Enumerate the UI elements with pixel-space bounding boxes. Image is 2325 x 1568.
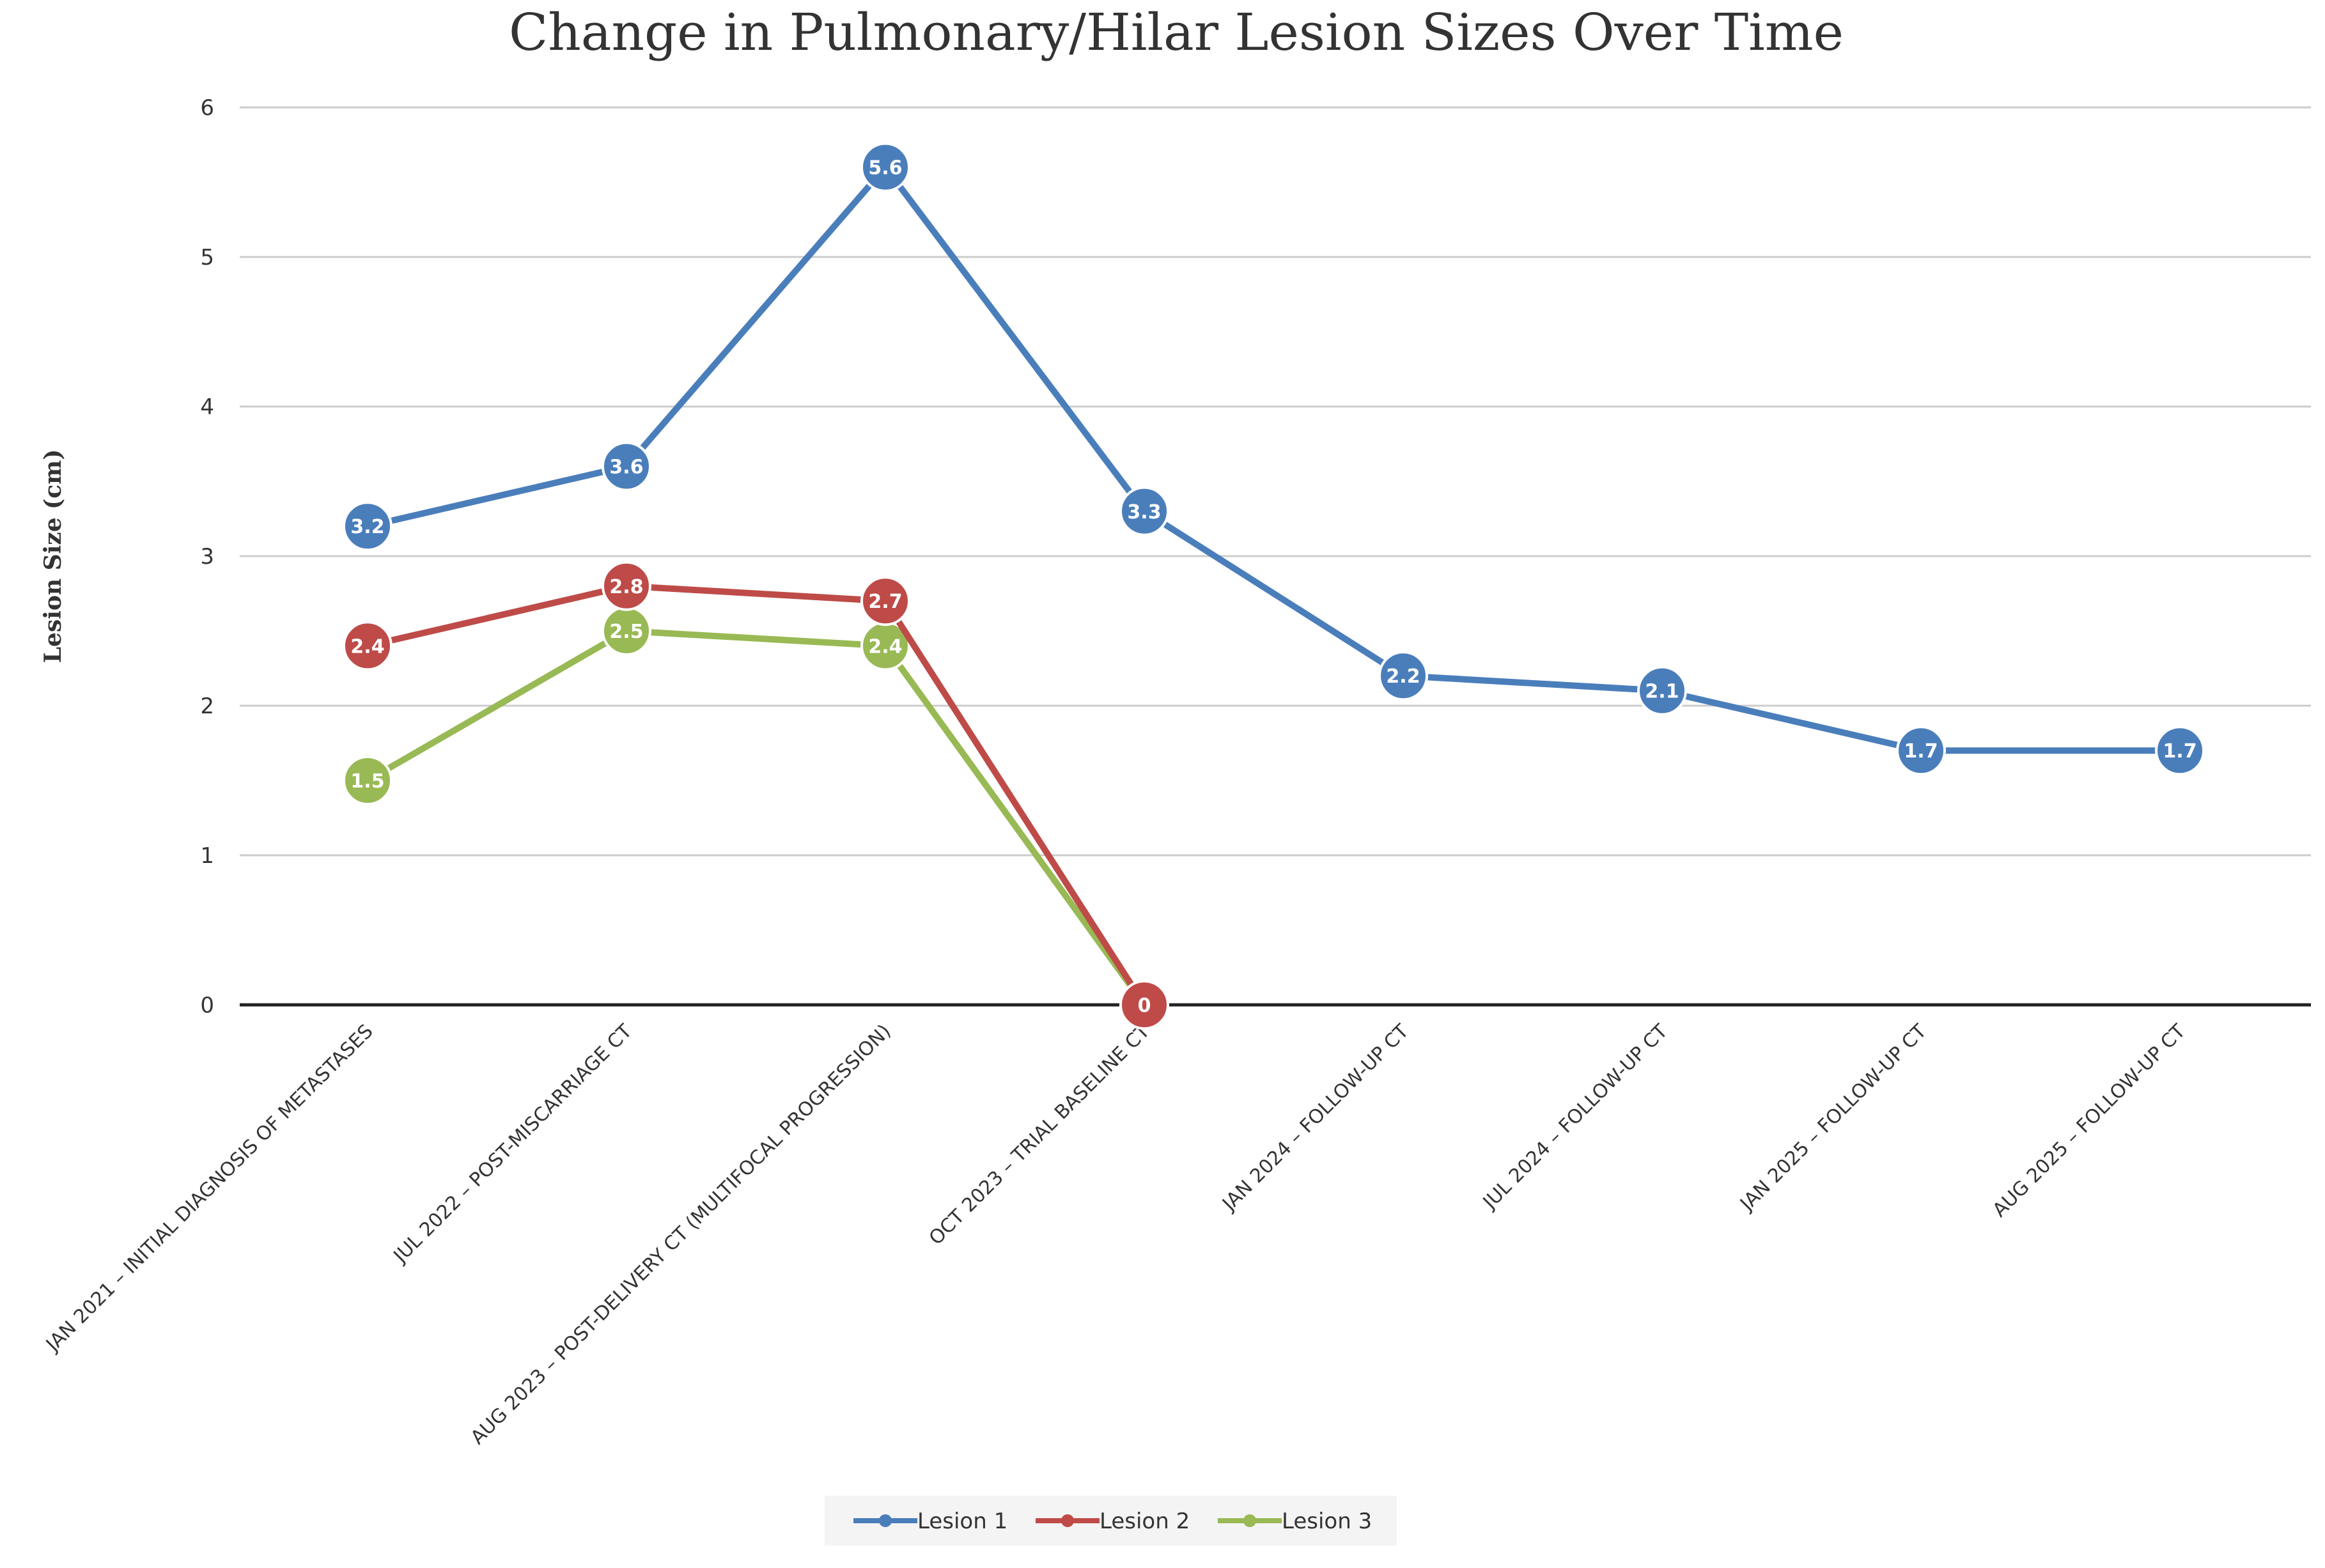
x-tick-label: JUL 2022 – POST-MISCARRIAGE CT [389, 1020, 637, 1268]
data-point [343, 621, 393, 671]
legend-swatch-marker [1061, 1514, 1074, 1527]
data-label: 2.5 [609, 621, 643, 643]
legend-label: Lesion 3 [1282, 1509, 1372, 1534]
data-label: 1.5 [350, 770, 384, 793]
legend-label: Lesion 2 [1100, 1509, 1190, 1534]
data-point [1896, 726, 1946, 776]
data-point [343, 756, 393, 805]
y-axis-ticks: 0 1 2 3 4 5 6 [200, 95, 214, 1018]
series-group: 1.52.52.402.42.82.703.23.65.63.32.22.11.… [343, 142, 2205, 1030]
data-label: 3.3 [1127, 501, 1161, 524]
series-line [364, 628, 1147, 1008]
data-label: 1.7 [2163, 740, 2197, 763]
x-tick-label: AUG 2025 – FOLLOW-UP CT [1989, 1020, 2191, 1222]
data-label: 0 [1138, 995, 1151, 1017]
x-axis-ticks: JAN 2021 – INITIAL DIAGNOSIS OF METASTAS… [41, 1020, 2190, 1448]
data-point [1637, 665, 1687, 716]
y-tick-label: 1 [200, 843, 214, 869]
data-label: 2.1 [1645, 681, 1679, 703]
data-label: 2.7 [868, 591, 902, 613]
data-point [860, 576, 910, 626]
y-axis-label: Lesion Size (cm) [40, 449, 66, 664]
data-point [1119, 486, 1169, 536]
y-tick-label: 5 [200, 245, 214, 270]
y-tick-label: 4 [200, 394, 214, 420]
y-tick-label: 3 [200, 544, 214, 570]
legend-box [825, 1496, 1397, 1546]
x-tick-label: JAN 2021 – INITIAL DIAGNOSIS OF METASTAS… [41, 1020, 377, 1356]
y-tick-label: 2 [200, 694, 214, 719]
data-point [602, 441, 651, 492]
x-tick-label: OCT 2023 – TRIAL BASELINE CT [925, 1020, 1155, 1249]
data-label: 2.2 [1386, 665, 1420, 688]
data-point [860, 142, 910, 192]
data-label: 1.7 [1904, 740, 1938, 763]
data-point [2155, 726, 2205, 776]
y-tick-label: 6 [200, 95, 214, 121]
legend-label: Lesion 1 [917, 1509, 1007, 1534]
x-tick-label: JAN 2025 – FOLLOW-UP CT [1735, 1020, 1931, 1216]
x-tick-label: AUG 2023 – POST-DELIVERY CT (MULTIFOCAL … [467, 1020, 896, 1449]
legend-swatch-marker [1243, 1514, 1256, 1527]
x-tick-label: JUL 2024 – FOLLOW-UP CT [1478, 1020, 1672, 1214]
data-label: 2.4 [868, 635, 902, 658]
data-point [1378, 651, 1428, 701]
series-lesion-1: 3.2 3.6 5.6 3.3 2.2 2.1 1.7 1.7 [343, 142, 2205, 776]
data-point [343, 501, 393, 552]
gridlines [240, 106, 2311, 1007]
series-lesion-3: 1.5 2.5 2.4 0 [343, 606, 1169, 1030]
x-tick-label: JAN 2024 – FOLLOW-UP CT [1217, 1020, 1413, 1216]
legend: Lesion 1 Lesion 2 Lesion 3 [825, 1496, 1397, 1546]
data-point [602, 561, 651, 611]
data-point [1119, 980, 1169, 1030]
data-label: 5.6 [868, 157, 902, 180]
chart-title: Change in Pulmonary/Hilar Lesion Sizes O… [509, 3, 1844, 62]
data-label: 3.6 [609, 456, 643, 479]
series-line [364, 582, 1147, 1008]
legend-swatch-marker [879, 1514, 892, 1527]
data-label: 3.2 [350, 516, 384, 538]
series-line [364, 164, 2183, 754]
data-label: 2.8 [609, 576, 643, 598]
y-tick-label: 0 [200, 993, 214, 1018]
series-lesion-2: 2.4 2.8 2.7 0 [343, 561, 1169, 1030]
data-label: 2.4 [350, 635, 384, 658]
